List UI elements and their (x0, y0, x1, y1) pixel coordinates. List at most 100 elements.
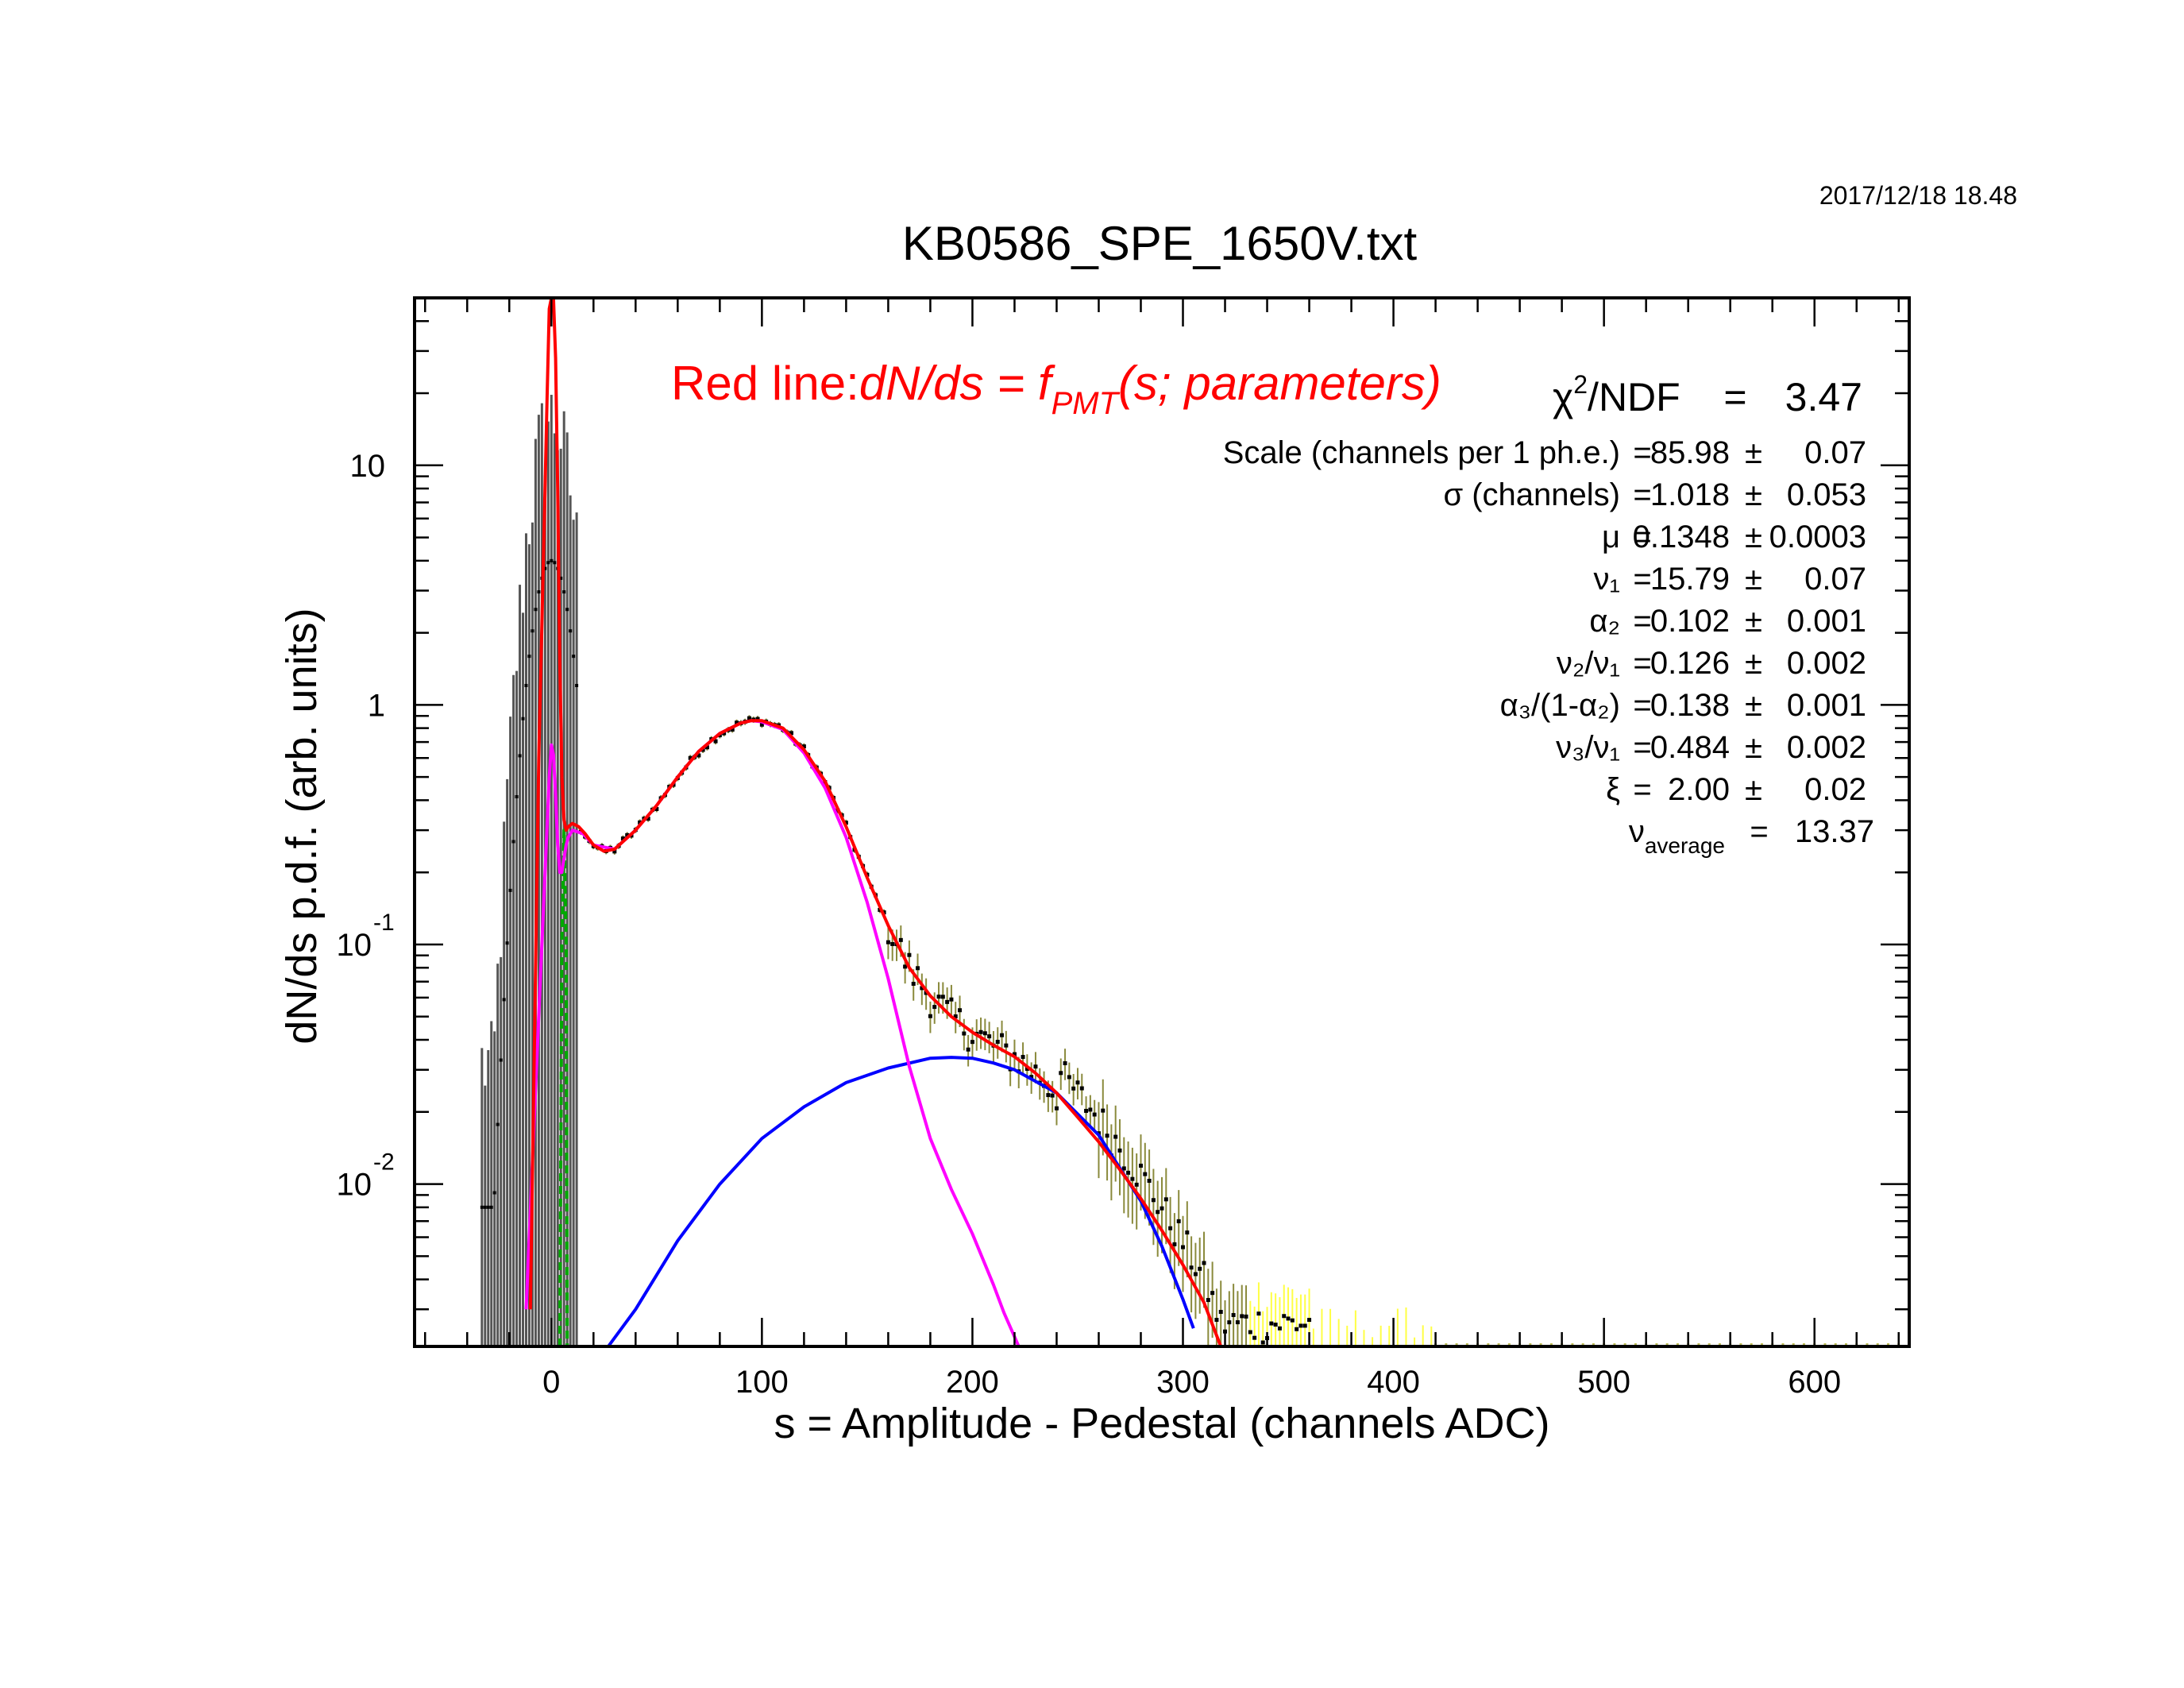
data-point (1024, 1067, 1029, 1072)
far-tail-point (1465, 1343, 1468, 1346)
fit-label-subscript: PMT (1051, 386, 1121, 421)
y-tick-label: 10 (350, 449, 386, 484)
parameter-name: Scale (channels per 1 ph.e.) (1223, 435, 1620, 470)
data-point (646, 817, 650, 821)
data-point (966, 1047, 970, 1052)
parameter-row: ξ = 2.00 ±0.02 (1606, 772, 1866, 807)
data-point (945, 999, 950, 1004)
data-point (625, 832, 630, 837)
data-point (995, 1039, 1000, 1044)
data-point (489, 1205, 493, 1209)
data-point (1071, 1086, 1076, 1091)
x-tick-label: 400 (1367, 1365, 1420, 1400)
data-point (1101, 1108, 1106, 1113)
data-point (1084, 1108, 1089, 1113)
data-point (534, 608, 538, 612)
parameter-equals: = (1633, 772, 1651, 807)
pedestal-curve (558, 829, 569, 1347)
data-point (987, 1034, 992, 1039)
x-tick-label: 500 (1577, 1365, 1630, 1400)
data-point (962, 1031, 967, 1036)
data-point (843, 821, 848, 825)
data-point (1168, 1226, 1173, 1230)
far-tail-point (1655, 1343, 1658, 1346)
data-point (1163, 1197, 1168, 1202)
far-tail-point (1781, 1343, 1785, 1346)
parameter-name: νaverage (1629, 814, 1725, 858)
parameter-plus-minus: ± (1745, 688, 1762, 723)
data-point (1231, 1312, 1236, 1317)
far-tail-point (1876, 1343, 1879, 1346)
y-tick-label-base: 10 (337, 928, 372, 963)
timestamp: 2017/12/18 18.48 (1819, 181, 2017, 210)
data-point (688, 755, 693, 760)
parameter-name: α₃/(1-α₂) (1500, 688, 1620, 723)
parameter-equals: = (1633, 688, 1651, 723)
parameter-name: ν₁ (1594, 562, 1621, 597)
data-point (898, 937, 903, 942)
data-point (1298, 1323, 1303, 1328)
data-point (1227, 1320, 1232, 1325)
data-point (1235, 1320, 1240, 1325)
fit-parameters: Scale (channels per 1 ph.e.) =85.98 ±0.07σ… (1223, 435, 1874, 858)
far-tail-point (1676, 1343, 1679, 1346)
parameter-value: 0.138 (1650, 688, 1730, 723)
far-tail-point (1634, 1343, 1637, 1346)
data-point (722, 731, 727, 736)
data-point (1012, 1052, 1017, 1056)
data-point (1000, 1033, 1005, 1037)
far-tail-point (1581, 1343, 1584, 1346)
data-point (1181, 1245, 1186, 1250)
far-tail-point (1739, 1343, 1742, 1346)
parameter-error: 0.0003 (1769, 520, 1866, 554)
parameter-plus-minus: ± (1745, 730, 1762, 765)
fit-label-prefix: Red line: (671, 357, 859, 410)
parameter-equals: = (1633, 604, 1651, 639)
data-point (1193, 1272, 1198, 1277)
data-point (1256, 1311, 1261, 1316)
data-point (1210, 1291, 1215, 1296)
data-point (1282, 1314, 1287, 1319)
data-point (1138, 1163, 1143, 1168)
parameter-equals: = (1750, 814, 1768, 849)
parameter-row: μ =0.1348 ±0.0003 (1602, 520, 1866, 554)
data-point (1240, 1314, 1244, 1319)
data-point (546, 561, 550, 565)
data-point (1046, 1093, 1051, 1098)
y-tick-label-exponent: -2 (373, 1149, 395, 1176)
data-point (1029, 1075, 1034, 1080)
parameter-value: 85.98 (1650, 435, 1730, 470)
data-point (511, 840, 515, 844)
data-point (1059, 1071, 1063, 1076)
parameter-subscript: average (1645, 833, 1725, 858)
parameter-row: σ (channels) =1.018 ±0.053 (1443, 477, 1866, 512)
data-point (759, 722, 764, 727)
parameter-error: 0.02 (1804, 772, 1866, 807)
parameter-row: α₃/(1-α₂) =0.138 ±0.001 (1500, 688, 1866, 723)
data-point (521, 717, 525, 720)
data-point (550, 558, 554, 562)
far-tail-point (1445, 1343, 1448, 1346)
data-point (1092, 1112, 1097, 1117)
parameter-equals: = (1633, 435, 1651, 470)
fit-legend-label: Red line:dN/ds = fPMT(s; parameters) (671, 357, 1441, 421)
y-axis-label: dN/ds p.d.f. (arb. units) (278, 608, 326, 1044)
data-point (1202, 1261, 1206, 1265)
data-point (1307, 1318, 1312, 1323)
data-point (920, 986, 924, 991)
data-point (1121, 1166, 1126, 1171)
data-point (531, 629, 534, 633)
chi2-equals: = (1723, 375, 1746, 419)
data-point (730, 727, 735, 732)
parameter-row: α₂ =0.102 ±0.001 (1589, 604, 1866, 639)
parameter-row: Scale (channels per 1 ph.e.) =85.98 ±0.07 (1223, 435, 1866, 470)
data-point (508, 888, 512, 892)
data-point (1117, 1148, 1122, 1153)
x-tick-label: 300 (1156, 1365, 1210, 1400)
chi2-ndf-text: /NDF (1588, 375, 1680, 419)
parameter-name: μ (1602, 520, 1620, 554)
far-tail-point (1844, 1343, 1847, 1346)
data-point (1021, 1055, 1025, 1060)
far-tail-point (1539, 1343, 1542, 1346)
